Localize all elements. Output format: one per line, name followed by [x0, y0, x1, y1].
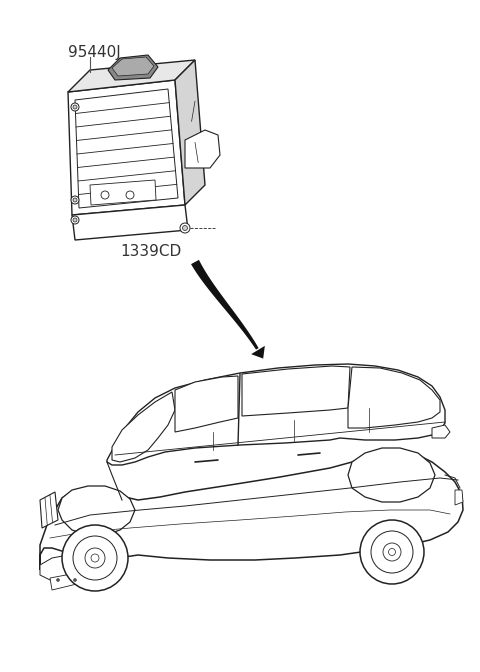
- Circle shape: [182, 226, 188, 230]
- Polygon shape: [455, 490, 463, 505]
- Polygon shape: [191, 260, 259, 349]
- Polygon shape: [348, 367, 440, 428]
- Polygon shape: [348, 448, 435, 502]
- Polygon shape: [251, 346, 265, 359]
- Circle shape: [360, 520, 424, 584]
- Circle shape: [71, 216, 79, 224]
- Circle shape: [101, 191, 109, 199]
- Circle shape: [71, 196, 79, 204]
- Polygon shape: [68, 80, 185, 215]
- Circle shape: [85, 548, 105, 568]
- Polygon shape: [112, 392, 175, 462]
- Polygon shape: [40, 492, 58, 528]
- Polygon shape: [40, 555, 75, 580]
- Polygon shape: [175, 376, 238, 432]
- Circle shape: [73, 105, 77, 109]
- Circle shape: [91, 554, 99, 562]
- Polygon shape: [90, 180, 156, 205]
- Polygon shape: [40, 450, 463, 570]
- Polygon shape: [50, 572, 85, 590]
- Circle shape: [388, 548, 396, 556]
- Polygon shape: [107, 364, 445, 465]
- Polygon shape: [72, 205, 188, 240]
- Circle shape: [180, 223, 190, 233]
- Circle shape: [73, 218, 77, 222]
- Circle shape: [383, 543, 401, 561]
- Polygon shape: [58, 486, 135, 535]
- Polygon shape: [75, 89, 178, 208]
- Text: 95440J: 95440J: [68, 44, 121, 60]
- Circle shape: [73, 198, 77, 202]
- Polygon shape: [68, 60, 195, 92]
- Polygon shape: [175, 60, 205, 205]
- Polygon shape: [108, 55, 158, 80]
- Circle shape: [62, 525, 128, 591]
- Polygon shape: [112, 57, 154, 76]
- Circle shape: [73, 579, 76, 581]
- Circle shape: [126, 191, 134, 199]
- Circle shape: [71, 103, 79, 111]
- Polygon shape: [242, 366, 350, 416]
- Polygon shape: [432, 425, 450, 438]
- Circle shape: [57, 579, 60, 581]
- Polygon shape: [185, 130, 220, 168]
- Circle shape: [371, 531, 413, 573]
- Text: 1339CD: 1339CD: [120, 245, 181, 259]
- Circle shape: [73, 536, 117, 580]
